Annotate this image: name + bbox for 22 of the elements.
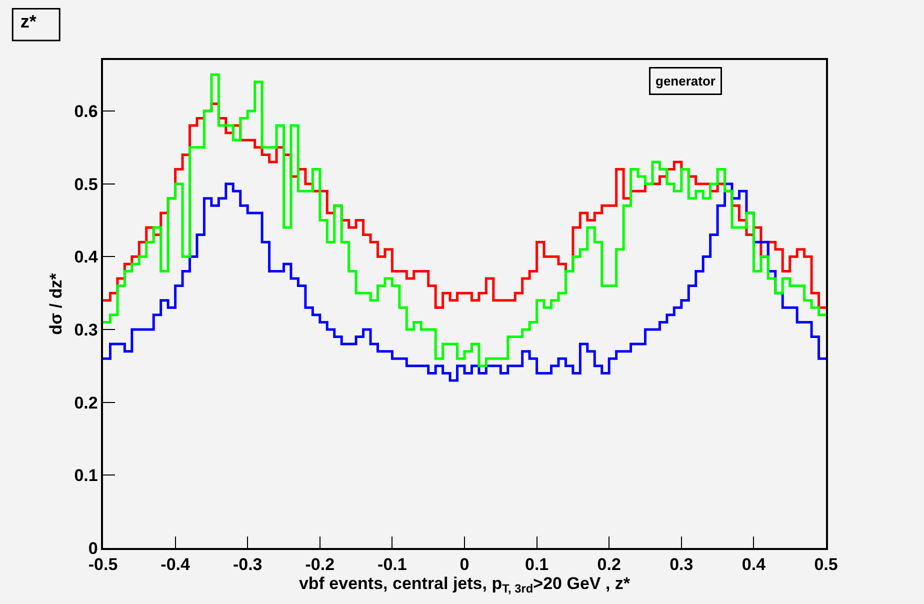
x-tick-label: 0.5 (814, 555, 838, 574)
y-tick-label: 0.6 (74, 102, 98, 121)
x-tick-label: 0.4 (742, 555, 766, 574)
y-axis-title: dσ / dz* (46, 272, 66, 335)
x-tick-label: 0 (460, 555, 470, 574)
y-tick-label: 0.3 (74, 320, 98, 340)
y-tick-label: 0 (88, 538, 98, 558)
x-tick-label: -0.3 (232, 555, 262, 574)
y-tick-label: 0.4 (74, 248, 98, 267)
y-tick-label: 0.5 (74, 174, 98, 194)
x-tick-label: -0.1 (378, 555, 407, 574)
chart-title: z* (20, 12, 36, 32)
x-tick-label: 0.1 (524, 555, 549, 574)
y-tick-label: 0.1 (74, 466, 98, 486)
y-tick-label: 0.2 (74, 393, 98, 412)
x-tick-label: 0.2 (597, 555, 621, 574)
x-tick-label: -0.2 (305, 555, 335, 574)
x-tick-label: -0.5 (88, 555, 118, 574)
annotation: generator (656, 74, 716, 88)
x-axis-title: vbf events, central jets, p$_{T, 3rd}$>20 GeV , z* (298, 574, 630, 596)
x-tick-label: -0.4 (160, 555, 190, 574)
x-tick-label: 0.3 (670, 555, 694, 574)
